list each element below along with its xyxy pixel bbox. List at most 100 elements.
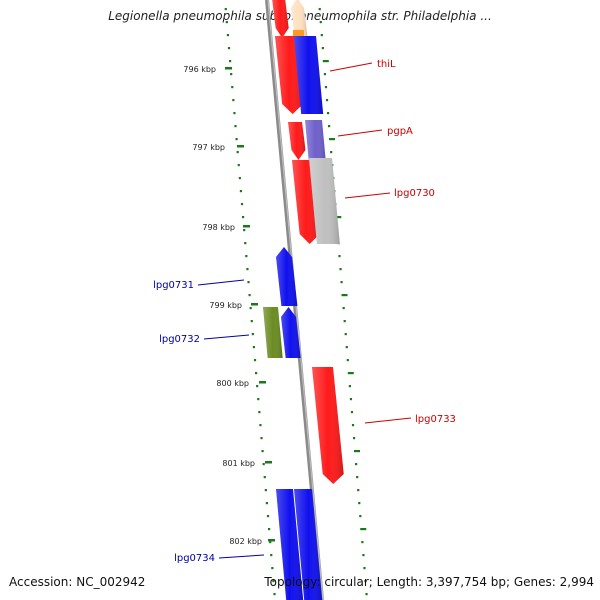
genome-summary-text: Topology: circular; Length: 3,397,754 bp… — [264, 575, 594, 589]
minor-tick — [273, 593, 276, 596]
minor-tick — [225, 21, 228, 24]
minor-tick — [330, 151, 333, 154]
gene-lpg0733 — [312, 367, 344, 484]
gene-label-leader — [197, 279, 245, 286]
minor-tick — [325, 99, 329, 102]
ruler-ticks: 796 kbp 797 kbp 798 kbp 799 kbp 800 kbp 801 k… — [183, 8, 368, 596]
minor-tick — [270, 554, 273, 557]
minor-tick — [343, 320, 346, 323]
gene-lpg0733-shade — [312, 367, 344, 484]
minor-tick — [233, 112, 236, 115]
tick-label: 797 kbp — [192, 143, 225, 152]
gene-block — [272, 0, 289, 38]
gene-lpg0734 — [276, 489, 304, 600]
gene-track — [263, 0, 344, 600]
minor-tick — [256, 385, 259, 388]
gene-labels: thiL pgpA lpg0730 lpg0731 lpg0732 lpg0733 lpg0… — [153, 59, 456, 564]
gene-label-lpg0734: lpg0734 — [174, 553, 215, 564]
tick-label: 801 kbp — [222, 459, 255, 468]
tick-label: 796 kbp — [183, 65, 216, 74]
gene-label-leader — [329, 62, 373, 72]
minor-tick — [237, 164, 240, 167]
minor-tick — [265, 502, 269, 505]
minor-tick — [355, 463, 358, 466]
major-tick — [341, 294, 348, 297]
minor-tick — [342, 307, 345, 310]
minor-tick — [266, 515, 270, 518]
minor-tick — [252, 346, 256, 349]
gene-label-lpg0733: lpg0733 — [415, 414, 456, 425]
minor-tick — [257, 398, 260, 401]
minor-tick — [318, 8, 321, 11]
minor-tick — [319, 21, 322, 24]
minor-tick — [321, 47, 324, 50]
major-tick — [347, 372, 354, 375]
minor-tick — [231, 86, 234, 89]
minor-tick — [245, 255, 248, 258]
minor-tick — [259, 424, 262, 427]
minor-tick — [363, 567, 366, 570]
minor-tick — [253, 359, 257, 362]
minor-tick — [348, 385, 351, 388]
minor-tick — [260, 437, 263, 440]
minor-tick — [238, 177, 241, 180]
minor-tick — [349, 398, 353, 401]
gene-label-lpg0730: lpg0730 — [394, 188, 435, 199]
minor-tick — [230, 73, 233, 76]
minor-tick — [344, 333, 347, 336]
minor-tick — [239, 190, 243, 193]
major-tick — [329, 138, 336, 141]
gene-block — [294, 36, 324, 114]
major-tick — [335, 216, 342, 219]
gene-block — [294, 489, 323, 600]
minor-tick — [324, 86, 328, 89]
minor-tick — [250, 320, 253, 323]
minor-tick — [240, 203, 244, 206]
minor-tick — [345, 346, 348, 349]
minor-tick — [247, 281, 250, 284]
gene-label-lpg0731: lpg0731 — [153, 280, 194, 291]
gene-block-stripe — [293, 30, 304, 38]
minor-tick — [248, 294, 251, 297]
minor-tick — [268, 528, 271, 531]
minor-tick — [244, 242, 247, 245]
minor-tick — [224, 8, 227, 11]
minor-tick — [357, 489, 360, 492]
minor-tick — [249, 307, 252, 310]
gene-label-leader — [337, 129, 383, 137]
gene-lpg0732 — [263, 307, 283, 358]
gene-label-leader — [203, 334, 250, 340]
minor-tick — [323, 73, 327, 76]
minor-tick — [361, 541, 364, 544]
minor-tick — [262, 463, 265, 466]
minor-tick — [328, 125, 331, 128]
gene-label-leader — [364, 417, 412, 424]
gene-lpg0732-shade — [263, 307, 283, 358]
major-tick — [360, 528, 367, 531]
minor-tick — [364, 580, 367, 583]
minor-tick — [365, 593, 368, 596]
gene-label-lpg0732: lpg0732 — [159, 334, 200, 345]
gene-block — [281, 307, 301, 358]
minor-tick — [243, 229, 246, 232]
minor-tick — [340, 281, 343, 284]
tick-label: 799 kbp — [209, 301, 242, 310]
minor-tick — [350, 411, 354, 414]
minor-tick — [242, 216, 245, 219]
gene-lpg0731-shade — [276, 247, 298, 306]
gene-block — [309, 158, 340, 244]
major-tick — [265, 461, 272, 464]
gene-block — [291, 0, 308, 38]
minor-tick — [264, 489, 267, 492]
gene-block — [305, 120, 326, 160]
minor-tick — [338, 255, 341, 258]
gene-lpg0734-shade — [276, 489, 304, 600]
gene-label-pgpa: pgpA — [387, 126, 413, 137]
minor-tick — [236, 151, 239, 154]
gene-pgpa-shade — [288, 122, 306, 160]
accession-text: Accession: NC_002942 — [9, 575, 146, 589]
minor-tick — [356, 476, 359, 479]
minor-tick — [272, 580, 275, 583]
minor-tick — [229, 60, 232, 63]
gene-block-shade — [294, 489, 323, 600]
